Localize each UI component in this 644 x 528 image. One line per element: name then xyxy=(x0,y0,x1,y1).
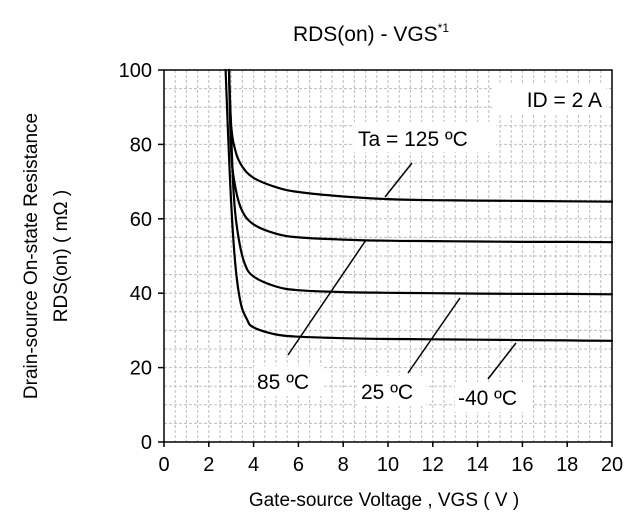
y-tick-label: 20 xyxy=(130,358,152,380)
series-line-2 xyxy=(227,68,614,296)
leader-85c xyxy=(287,239,367,356)
x-tick-label: 0 xyxy=(158,454,169,476)
tam40-label: -40 ºC xyxy=(458,387,517,410)
y-tick-label: 100 xyxy=(119,60,152,82)
annotation-leaders xyxy=(287,162,517,380)
axis-ticks xyxy=(158,69,613,447)
x-tick-label: 8 xyxy=(338,454,349,476)
x-tick-label: 12 xyxy=(422,454,444,476)
x-tick-label: 16 xyxy=(511,454,533,476)
y-axis-label-line2: RDS(on) ( mΩ ) xyxy=(51,190,72,322)
x-tick-label: 14 xyxy=(466,454,488,476)
x-tick-label: 20 xyxy=(601,454,623,476)
x-tick-label: 4 xyxy=(248,454,259,476)
series-line-3 xyxy=(224,68,614,342)
id-label: ID = 2 A xyxy=(527,89,602,112)
y-tick-label: 0 xyxy=(141,432,152,454)
ta25-label: 25 ºC xyxy=(361,381,413,404)
leader-m40c xyxy=(487,342,517,380)
y-tick-labels: 0 20 40 60 80 100 xyxy=(119,60,152,454)
y-tick-label: 40 xyxy=(130,283,152,305)
y-axis-label-line1: Drain-source On-state Resistance xyxy=(21,113,42,399)
x-tick-label: 6 xyxy=(293,454,304,476)
ta85-label-bg xyxy=(254,366,322,396)
y-tick-label: 80 xyxy=(130,134,152,156)
x-tick-label: 18 xyxy=(556,454,578,476)
series-line-0 xyxy=(227,68,614,203)
series-line-1 xyxy=(227,68,614,244)
ta125-label: Ta = 125 ºC xyxy=(358,128,468,151)
x-tick-label: 2 xyxy=(203,454,214,476)
ta125-label-bg xyxy=(354,122,496,152)
chart-title-superscript: *1 xyxy=(438,21,450,35)
leader-125c xyxy=(384,162,413,198)
x-tick-label: 10 xyxy=(377,454,399,476)
x-axis-label: Gate-source Voltage , VGS ( V ) xyxy=(249,490,519,511)
id-label-bg xyxy=(494,84,606,114)
chart-title-main: RDS(on) - VGS xyxy=(293,23,438,46)
y-tick-label: 60 xyxy=(130,209,152,231)
ta85-label: 85 ºC xyxy=(257,371,309,394)
series-lines xyxy=(224,68,614,342)
leader-25c xyxy=(407,297,461,374)
x-tick-labels: 0 2 4 6 8 10 12 14 16 18 20 xyxy=(158,454,623,476)
chart-title: RDS(on) - VGS*1 xyxy=(293,21,449,46)
tam40-label-bg xyxy=(455,382,533,412)
ta25-label-bg xyxy=(358,376,426,406)
